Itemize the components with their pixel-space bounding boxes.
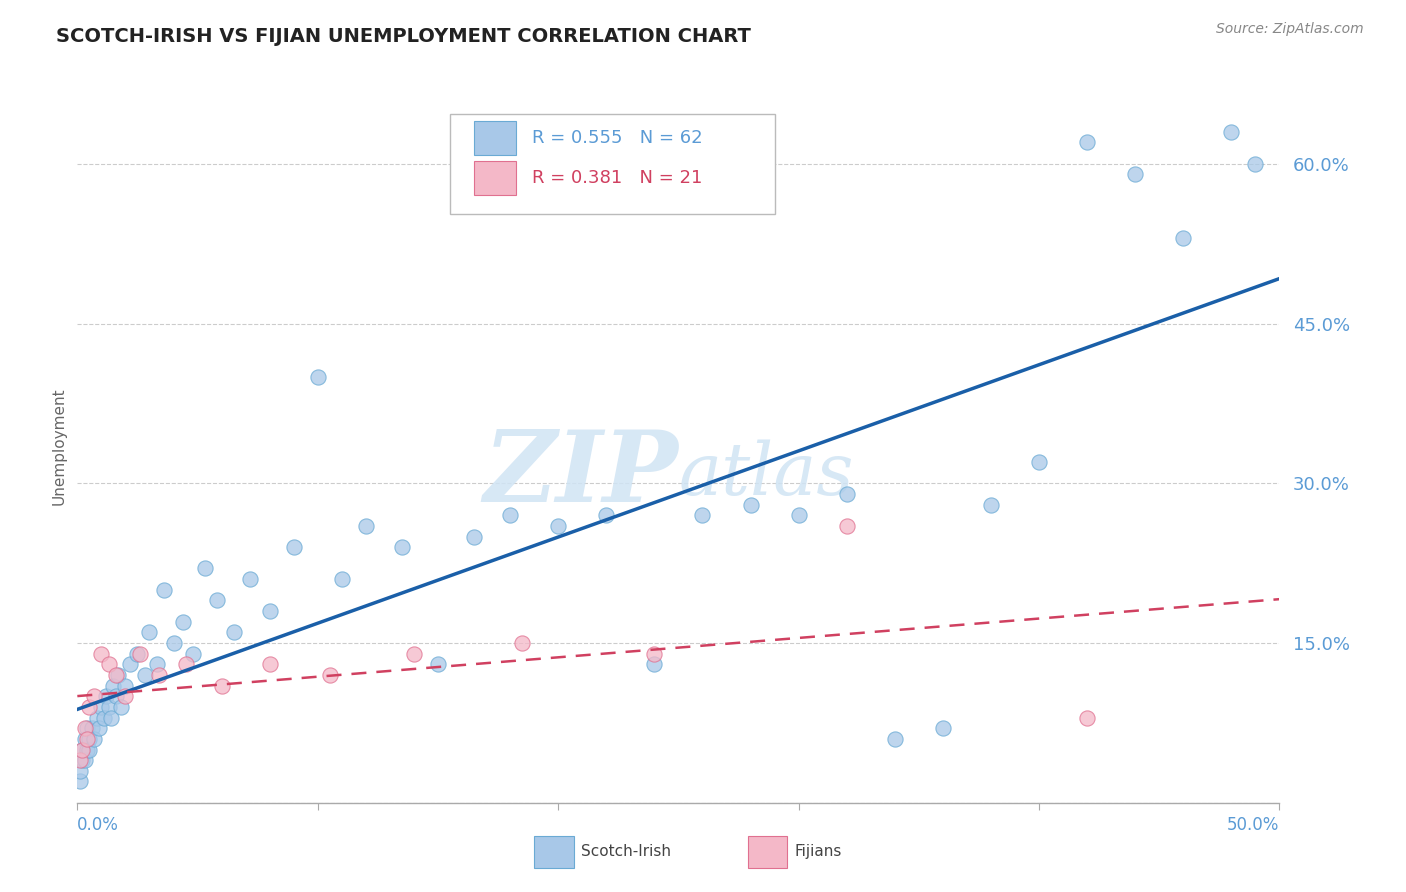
Point (354, 519, 377, 533)
Point (70, 742, 93, 756)
Point (211, 679, 233, 693)
Text: 50.0%: 50.0% (1227, 816, 1279, 834)
Point (499, 508, 522, 523)
Point (90, 647, 112, 661)
Point (107, 668, 129, 682)
Point (148, 668, 170, 682)
Point (330, 572, 353, 586)
Text: SCOTCH-IRISH VS FIJIAN UNEMPLOYMENT CORRELATION CHART: SCOTCH-IRISH VS FIJIAN UNEMPLOYMENT CORR… (56, 27, 751, 45)
Point (97, 700, 120, 714)
Point (70, 742, 93, 756)
Point (643, 657, 665, 672)
Point (883, 731, 905, 746)
Point (307, 369, 329, 384)
Point (104, 668, 127, 682)
Point (205, 593, 228, 607)
Point (595, 508, 617, 523)
Point (73, 721, 96, 735)
Bar (474, 120, 516, 155)
Text: Scotch-Irish: Scotch-Irish (581, 845, 671, 859)
Point (153, 582, 176, 597)
Point (402, 647, 425, 661)
Point (194, 561, 217, 575)
Point (76, 742, 98, 756)
Point (692, 508, 714, 523)
Point (1244, 157, 1267, 171)
Point (547, 519, 569, 533)
Text: atlas: atlas (679, 439, 853, 510)
Point (87, 721, 110, 735)
Point (463, 529, 485, 543)
Text: 0.0%: 0.0% (77, 816, 120, 834)
Point (83, 690, 105, 704)
Point (70, 753, 93, 767)
Point (835, 519, 858, 533)
Point (79, 742, 101, 756)
Point (76, 731, 98, 746)
Point (138, 625, 160, 640)
Point (80, 721, 103, 735)
Point (90, 700, 112, 714)
Point (103, 679, 125, 693)
Point (97, 657, 120, 672)
Point (83, 731, 105, 746)
Point (787, 508, 810, 523)
Point (222, 625, 245, 640)
Text: Source: ZipAtlas.com: Source: ZipAtlas.com (1216, 22, 1364, 37)
Point (100, 710, 122, 724)
Point (96, 690, 118, 704)
Text: R = 0.381   N = 21: R = 0.381 N = 21 (531, 169, 702, 187)
Point (162, 636, 184, 650)
Point (114, 679, 136, 693)
Point (79, 731, 101, 746)
Point (1220, 125, 1243, 139)
Point (1076, 710, 1098, 724)
Point (740, 498, 762, 512)
Point (172, 615, 194, 629)
Point (120, 657, 142, 672)
Point (86, 710, 108, 724)
Text: Fijians: Fijians (794, 845, 842, 859)
Point (76, 721, 98, 735)
Point (319, 668, 342, 682)
Point (980, 498, 1002, 512)
Point (145, 657, 167, 672)
Point (69, 774, 91, 789)
Text: R = 0.555   N = 62: R = 0.555 N = 62 (531, 128, 703, 146)
Point (93, 710, 115, 724)
Y-axis label: Unemployment: Unemployment (51, 387, 66, 505)
Point (134, 668, 156, 682)
Point (932, 721, 955, 735)
Point (239, 572, 262, 586)
Point (1076, 136, 1098, 150)
Point (110, 700, 132, 714)
Point (73, 753, 96, 767)
FancyBboxPatch shape (450, 114, 775, 214)
Point (181, 647, 204, 661)
Point (259, 657, 281, 672)
Point (1028, 455, 1050, 469)
Point (1173, 231, 1195, 245)
Point (69, 764, 91, 778)
Point (1123, 168, 1146, 182)
Point (128, 647, 150, 661)
Point (391, 540, 413, 554)
Point (104, 690, 127, 704)
Point (283, 540, 305, 554)
Point (127, 647, 149, 661)
Point (114, 690, 136, 704)
Point (643, 647, 665, 661)
Point (79, 700, 101, 714)
Point (835, 487, 858, 501)
Bar (474, 161, 516, 194)
Point (510, 636, 533, 650)
Point (73, 731, 96, 746)
Text: ZIP: ZIP (484, 426, 679, 523)
Point (174, 657, 197, 672)
Point (69, 753, 91, 767)
Point (427, 657, 450, 672)
Point (259, 604, 281, 618)
